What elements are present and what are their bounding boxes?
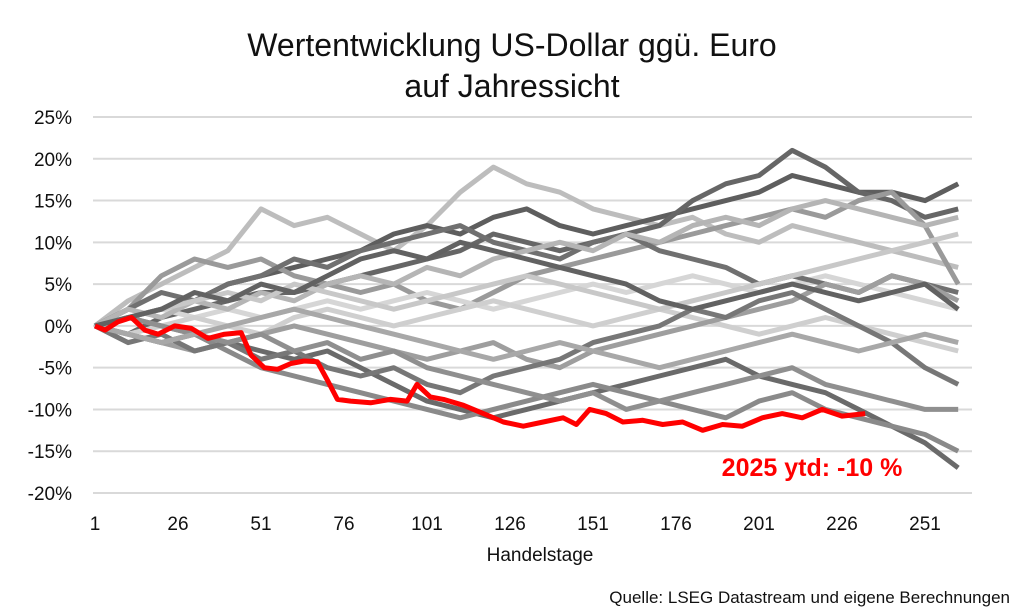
gray-series-line-16 <box>94 239 960 329</box>
chart-title-line1: Wertentwicklung US-Dollar ggü. Euro <box>247 27 776 63</box>
x-tick-label: 126 <box>494 514 526 535</box>
x-tick-label: 101 <box>411 514 443 535</box>
gray-series-line-9 <box>94 298 959 354</box>
y-tick-label: -15% <box>28 442 72 463</box>
x-tick-label: 226 <box>826 514 858 535</box>
y-tick-label: 10% <box>34 233 72 254</box>
y-axis-ticks: 25% 20% 15% 10% 5% 0% -5% -10% -15% -20% <box>28 108 72 505</box>
highlight-series-line-2025 <box>94 315 866 433</box>
gray-series-line-12 <box>93 198 959 329</box>
x-tick-label: 76 <box>333 514 354 535</box>
x-tick-label: 176 <box>660 514 692 535</box>
y-tick-label: 25% <box>34 108 72 129</box>
y-tick-label: -20% <box>28 484 72 505</box>
x-tick-label: 26 <box>167 514 188 535</box>
gray-series-line-6 <box>94 315 960 454</box>
series-lines <box>93 147 961 470</box>
gray-series-line-1 <box>93 164 959 328</box>
y-tick-label: -10% <box>28 400 72 421</box>
gray-series-line-10 <box>94 273 960 371</box>
x-axis-ticks: 1 26 51 76 101 126 151 176 201 226 251 <box>90 514 941 535</box>
y-tick-label: 15% <box>34 192 72 213</box>
x-tick-label: 151 <box>577 514 609 535</box>
y-tick-label: 0% <box>45 317 73 338</box>
gray-series-line-7 <box>94 273 959 329</box>
gray-series-line-13 <box>94 315 959 412</box>
source-note: Quelle: LSEG Datastream und eigene Berec… <box>609 588 1010 607</box>
x-tick-label: 201 <box>743 514 775 535</box>
gray-series-line-15 <box>94 306 959 371</box>
x-tick-label: 1 <box>90 514 101 535</box>
y-tick-label: 5% <box>45 275 73 296</box>
gray-series-line-11 <box>93 290 960 396</box>
y-tick-label: -5% <box>38 359 72 380</box>
y-tick-label: 20% <box>34 150 72 171</box>
x-tick-label: 51 <box>250 514 271 535</box>
x-tick-label: 251 <box>909 514 941 535</box>
chart-title-line2: auf Jahressicht <box>404 68 619 104</box>
x-axis-label: Handelstage <box>487 545 594 566</box>
ytd-annotation: 2025 ytd: -10 % <box>722 454 903 482</box>
gridlines <box>93 116 972 494</box>
gray-series-line-3 <box>94 147 959 337</box>
